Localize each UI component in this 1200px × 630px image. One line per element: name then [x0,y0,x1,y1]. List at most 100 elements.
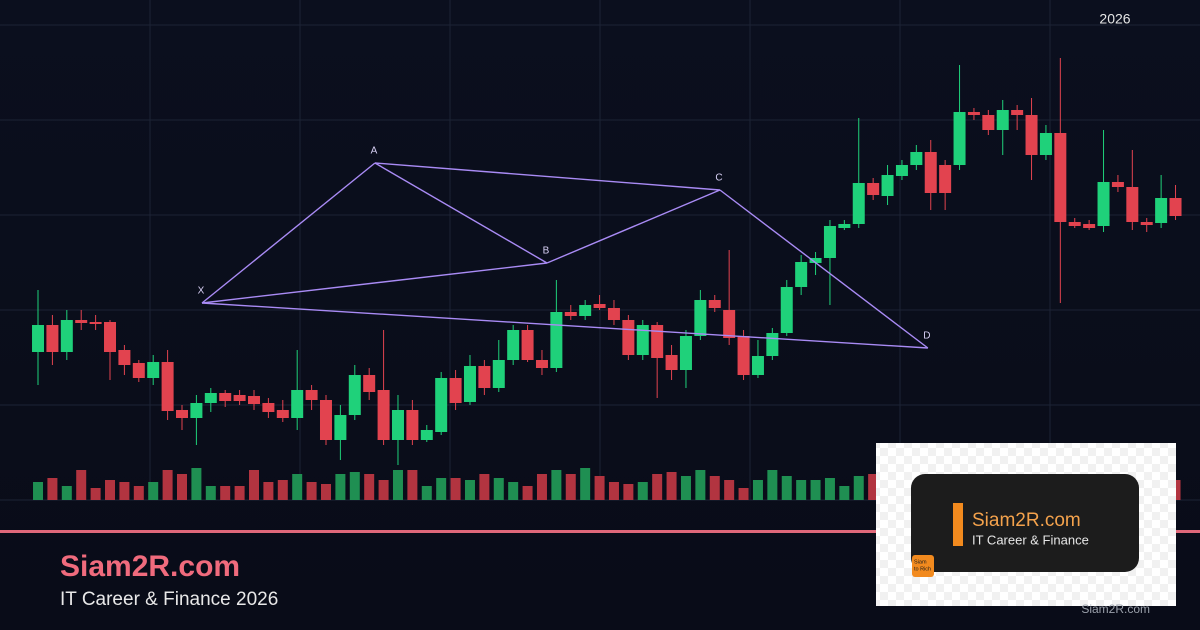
candle-body [679,336,692,370]
candle-body [795,262,808,287]
volume-bar [536,474,547,500]
candle-body [1083,224,1096,228]
candle-body [982,115,995,130]
volume-bar [767,470,778,500]
volume-bar [47,478,58,500]
volume-bar [724,480,735,500]
candle-body [564,312,577,316]
candle-body [247,396,260,404]
candle-body [334,415,347,440]
candle-body [492,360,505,388]
candle-body [46,325,59,352]
candle-body [406,410,419,440]
candle-body [291,390,304,418]
volume-bar [508,482,519,500]
pattern-line [201,262,548,304]
candle-body [1039,133,1052,155]
candle-body [118,350,131,365]
volume-bar [177,474,188,500]
volume-bar [76,470,87,500]
inset-card [911,474,1139,572]
volume-bar [608,482,619,500]
candle-body [60,320,73,352]
candle-body [996,110,1009,130]
volume-bar [680,476,691,500]
volume-bar [162,470,173,500]
candle-body [593,304,606,308]
volume-bar [695,470,706,500]
volume-bar [292,474,303,500]
candle-body [420,430,433,440]
candle-body [348,375,361,415]
annotation: 2026 [1099,11,1130,27]
volume-bar [234,486,245,500]
candle-body [838,224,851,228]
volume-bar [205,486,216,500]
candle-body [132,363,145,378]
candle-body [751,356,764,375]
volume-bar [623,484,634,500]
candle-body [276,410,289,418]
candle-body [32,325,45,352]
inset: Siam2R.com IT Career & Finance Siam to R… [876,443,1176,616]
candle-body [305,390,318,400]
volume-bar [349,472,360,500]
volume-bar [105,480,116,500]
pattern-label: D [923,331,930,342]
candle-body [1169,198,1182,216]
volume-bar [148,482,159,500]
volume-bar [637,482,648,500]
volume-bar [752,480,763,500]
logo-text: to Rich [914,566,931,572]
volume-bar [335,474,346,500]
brand-title: Siam2R.com [60,550,240,583]
candle-body [204,393,217,403]
volume-bar [33,482,44,500]
volume-bar [248,470,259,500]
candle-body [1111,182,1124,187]
candle-body [636,325,649,355]
volume-bar [61,486,72,500]
candle-body [435,378,448,432]
logo-text: Siam [914,559,927,565]
candle-body [449,378,462,403]
pattern-line [201,162,376,304]
logo [912,555,934,577]
candle-body [75,320,88,323]
volume-bar [450,478,461,500]
volume-bar [853,476,864,500]
divider [0,530,1200,533]
volume-bar [594,476,605,500]
candle-body [1097,182,1110,226]
volume-bar [810,480,821,500]
volume-bar [191,468,202,500]
pattern-line [201,302,928,349]
candle-body [939,165,952,193]
candle-body [1155,198,1168,223]
volume-bar [277,480,288,500]
inset-title: Siam2R.com [972,510,1081,531]
candle-body [176,410,189,418]
inset-accent [953,503,963,546]
candle-body [363,375,376,392]
candle-body [89,322,102,324]
volume-bar [133,486,144,500]
volume-bar [263,482,274,500]
volume-bar [378,480,389,500]
candle-body [147,362,160,378]
candle-body [521,330,534,360]
volume-bar [565,474,576,500]
volume-bar [652,474,663,500]
volume-bar [839,486,850,500]
candle-body [463,366,476,402]
volume-bar [392,470,403,500]
candle-body [319,400,332,440]
candle-body [104,322,117,352]
candle-body [665,355,678,370]
candle-body [478,366,491,388]
candle-body [535,360,548,368]
volume-bar [522,486,533,500]
volume-bar [320,484,331,500]
candle-body [1054,133,1067,222]
inset-subtitle: IT Career & Finance [972,532,1089,547]
